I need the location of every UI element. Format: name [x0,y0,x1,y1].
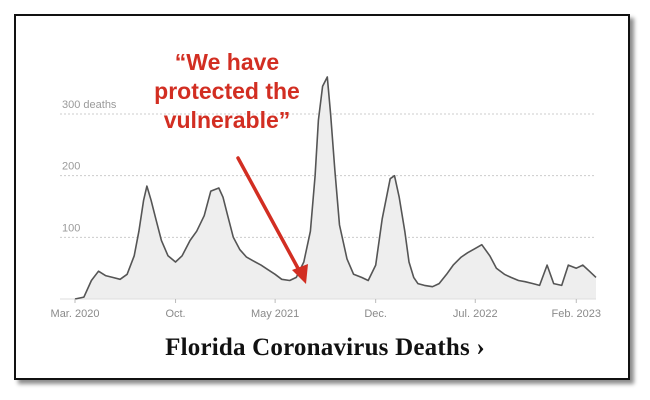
y-tick-label-300: 300 deaths [62,99,117,111]
x-tick-label-4: Jul. 2022 [453,308,498,320]
annotation-line-0: “We have [175,49,279,75]
deaths-line [74,76,597,300]
y-tick-labels: 300 deaths 200 100 [62,99,117,234]
area-layer [60,76,597,300]
x-tick-label-1: Oct. [165,308,185,320]
y-tick-label-200: 200 [62,161,80,173]
x-tick-label-5: Feb. 2023 [551,308,601,320]
annotation-arrow-shaft [236,156,302,274]
x-tick-label-2: May 2021 [251,308,299,320]
chart-title[interactable]: Florida Coronavirus Deaths › [165,334,485,361]
x-tick-label-3: Dec. [364,308,387,320]
deaths-area [75,77,596,299]
annotation-line-2: vulnerable” [164,107,291,133]
x-tick-labels: Mar. 2020 Oct. May 2021 Dec. Jul. 2022 Feb. 2… [51,299,601,320]
annotation: “We have protected the vulnerable” [154,49,308,284]
y-tick-label-100: 100 [62,222,80,234]
annotation-line-1: protected the [154,78,300,104]
annotation-arrow-head [292,264,308,284]
x-tick-label-0: Mar. 2020 [51,308,100,320]
